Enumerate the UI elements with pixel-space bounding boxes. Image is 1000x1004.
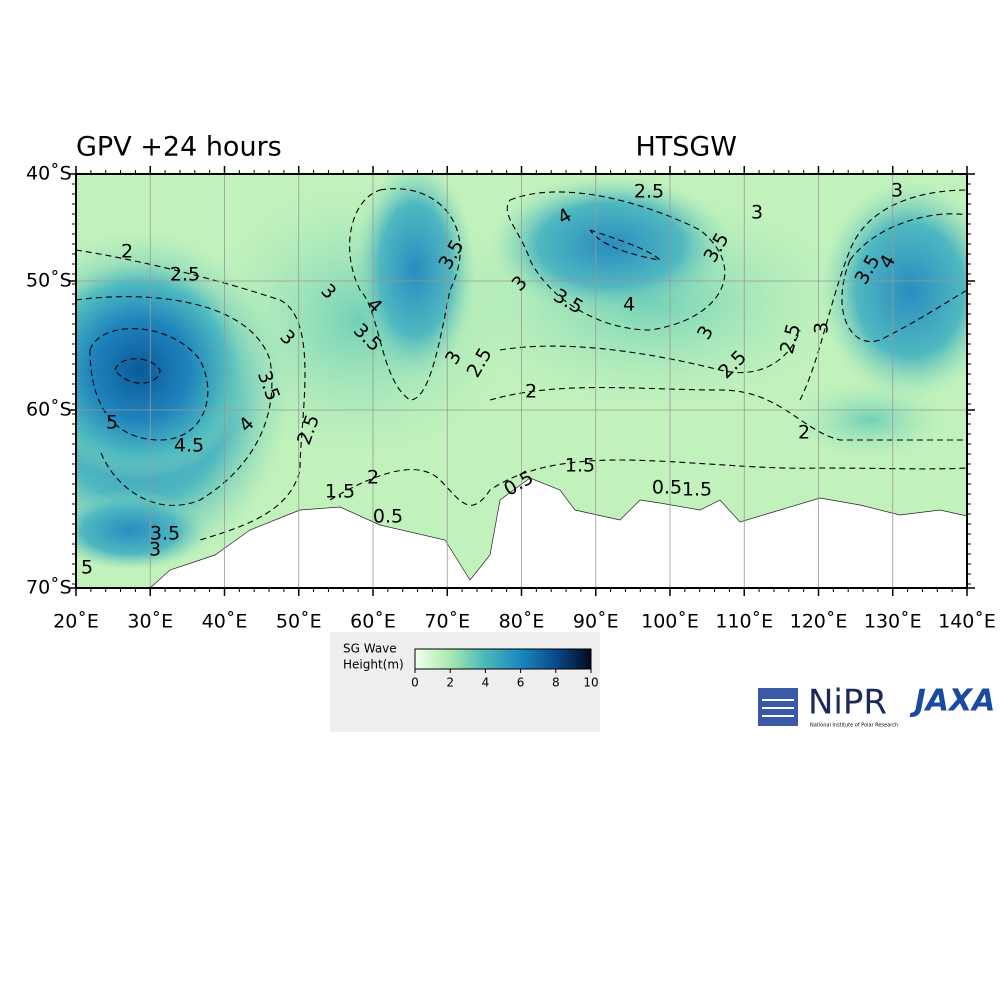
lat-label: 60˚S	[26, 399, 72, 421]
contour-label: 3	[811, 322, 833, 334]
jaxa-logo: JAXA	[910, 684, 996, 719]
contour-label: 1.5	[325, 481, 355, 503]
colorbar	[414, 648, 592, 670]
lon-label: 120˚E	[790, 611, 848, 633]
contours	[76, 188, 967, 541]
contour-label: 3	[891, 180, 903, 202]
nipr-emblem-lines	[762, 699, 794, 717]
contour-label: 3	[149, 539, 161, 561]
contour-label: 0.5	[652, 477, 682, 499]
lon-label: 110˚E	[715, 611, 773, 633]
grid	[76, 174, 967, 588]
lon-label: 30˚E	[127, 611, 173, 633]
colorbar-ticks: 0 2 4 6 8 10	[411, 669, 599, 690]
lon-label: 90˚E	[573, 611, 619, 633]
ticks: 40˚S 50˚S 60˚S 70˚S 20˚E 30˚E 40˚E 50˚E 60˚E 70˚E…	[26, 163, 996, 633]
lat-label: 50˚S	[26, 270, 72, 292]
contour-label: 0.5	[373, 506, 403, 528]
colorbar-tick-label: 4	[482, 676, 490, 690]
lon-label: 50˚E	[276, 611, 322, 633]
colorbar-tick-label: 8	[552, 676, 560, 690]
contour-label: 4	[623, 294, 635, 316]
lon-label: 130˚E	[864, 611, 922, 633]
title-right: HTSGW	[635, 132, 737, 163]
contour-label: 4.5	[174, 435, 204, 457]
lat-label: 70˚S	[26, 577, 72, 599]
colorbar-tick-label: 0	[411, 676, 419, 690]
contour-label: 3.5	[150, 523, 180, 545]
contour-label: 2	[367, 467, 379, 489]
colorbar-tick-label: 6	[517, 676, 525, 690]
title-left: GPV +24 hours	[76, 132, 282, 163]
colorbar-label: Height(m)	[343, 658, 404, 672]
contour-label: 2	[798, 422, 810, 444]
lat-label: 40˚S	[26, 163, 72, 185]
nipr-text: NiPR	[808, 683, 887, 723]
lon-label: 70˚E	[424, 611, 470, 633]
contour-label: 2	[121, 241, 133, 263]
contour-label: 1.5	[682, 479, 712, 501]
lon-label: 60˚E	[350, 611, 396, 633]
lon-label: 100˚E	[641, 611, 699, 633]
colorbar-tick-label: 2	[446, 676, 454, 690]
contour-label: 1.5	[565, 455, 595, 477]
nipr-subtext: National Institute of Polar Research	[810, 723, 898, 729]
contour-label: 2.5	[170, 264, 200, 286]
lon-label: 80˚E	[499, 611, 545, 633]
colorbar-label: SG Wave	[343, 642, 397, 656]
contour-label: 5	[106, 412, 118, 434]
land	[149, 477, 967, 588]
contour-label: 5	[81, 557, 93, 579]
colorbar-tick-label: 10	[583, 676, 598, 690]
nipr-logo: NiPR National Institute of Polar Researc…	[758, 683, 898, 729]
contour-label: 2.5	[634, 181, 664, 203]
lon-label: 20˚E	[53, 611, 99, 633]
lon-label: 40˚E	[202, 611, 248, 633]
colorbar-panel: SG Wave Height(m) 0 2 4 6 8 10	[330, 632, 600, 732]
contour-label: 3	[751, 202, 763, 224]
lon-label: 140˚E	[938, 611, 996, 633]
contour-label: 2	[525, 381, 537, 403]
